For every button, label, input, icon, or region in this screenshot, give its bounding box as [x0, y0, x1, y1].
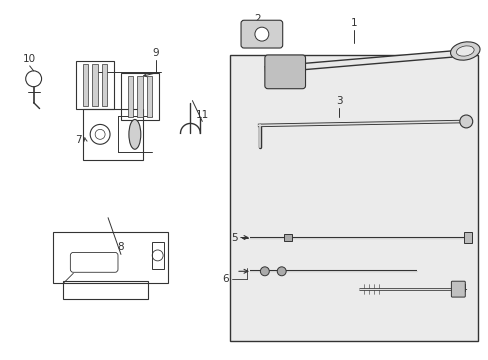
FancyBboxPatch shape [450, 281, 464, 297]
Bar [76, 61, 114, 109]
Circle shape [254, 27, 268, 41]
Bar [92, 64, 98, 105]
Text: 3: 3 [335, 96, 342, 105]
Text: 1: 1 [350, 18, 357, 28]
Bar [63, 281, 147, 299]
Bar [102, 64, 107, 105]
Bar [127, 76, 133, 117]
Bar [230, 55, 477, 341]
Bar [53, 231, 167, 283]
Circle shape [260, 267, 269, 276]
Bar [151, 242, 163, 269]
Text: 2: 2 [254, 14, 261, 24]
FancyBboxPatch shape [264, 55, 305, 89]
FancyBboxPatch shape [241, 20, 282, 48]
Text: 7: 7 [75, 135, 81, 145]
Text: 11: 11 [195, 109, 208, 120]
Bar [146, 76, 152, 117]
Ellipse shape [449, 42, 479, 60]
Bar [83, 64, 88, 105]
Bar [83, 109, 142, 160]
Text: 5: 5 [231, 233, 238, 243]
Circle shape [277, 267, 285, 276]
Ellipse shape [129, 120, 141, 149]
Text: 8: 8 [118, 243, 124, 252]
Bar [137, 76, 142, 117]
Bar [121, 73, 158, 121]
Text: 4: 4 [459, 284, 466, 294]
Text: 10: 10 [23, 54, 36, 64]
Text: 9: 9 [152, 48, 159, 58]
Ellipse shape [455, 46, 473, 56]
Bar [463, 232, 471, 243]
Text: 6: 6 [222, 274, 228, 284]
Circle shape [459, 115, 472, 128]
